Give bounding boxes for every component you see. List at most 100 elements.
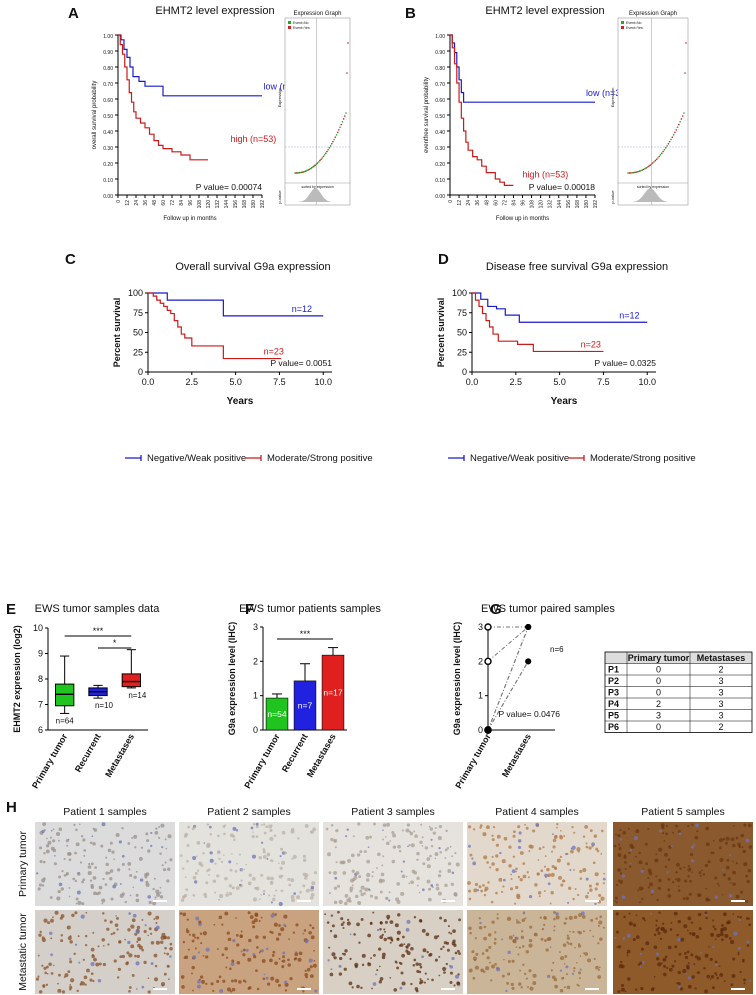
nucleus [506,981,510,985]
legend-label: Moderate/Strong positive [267,453,373,464]
x-axis-label: Years [551,396,578,407]
nucleus [80,914,85,919]
y-tick-label: 50 [457,328,467,338]
nucleus [262,977,266,981]
nucleus [371,870,374,874]
nucleus [693,963,696,966]
nucleus [567,886,572,890]
nucleus [488,961,491,964]
nucleus [482,884,485,887]
nucleus [728,853,731,857]
nucleus [131,918,136,923]
nucleus [498,877,503,882]
nucleus [35,977,39,981]
nucleus [255,969,258,972]
nucleus [238,980,242,984]
nucleus [728,893,733,898]
table-row-label: P4 [608,699,619,709]
nucleus [689,852,694,857]
nucleus [479,824,483,827]
nucleus [141,985,145,989]
nucleus [617,833,621,838]
nucleus [329,929,333,933]
nucleus [685,896,690,901]
nucleus [472,956,477,961]
nucleus [675,862,680,867]
nucleus [109,920,113,924]
y-tick-label: 0.30 [435,146,445,152]
nucleus [714,895,718,899]
nucleus [635,935,640,939]
nucleus [698,912,702,917]
nucleus [330,914,334,917]
nucleus [686,950,690,954]
n-label: n=64 [56,716,75,725]
nucleus [472,828,476,831]
nucleus [346,921,351,926]
table-header: Primary tumor [628,653,690,663]
nucleus [42,984,46,988]
nucleus [396,966,400,970]
nucleus [430,844,434,848]
nucleus [571,845,576,850]
nucleus [396,882,400,886]
nucleus [44,971,47,975]
nucleus [584,952,589,956]
nucleus [715,974,718,976]
nucleus [288,883,292,887]
nucleus [370,957,372,959]
nucleus [545,948,549,952]
inset-title: Expression Graph [629,11,677,17]
nucleus [383,937,387,942]
nucleus [100,844,104,848]
nucleus [434,827,437,829]
nucleus [657,962,662,967]
nucleus [650,912,653,915]
nucleus [98,885,103,890]
nucleus [552,838,557,843]
nucleus [676,877,681,882]
inset-dot [635,171,637,174]
nucleus [670,922,673,924]
nucleus [367,933,372,938]
x-tick-label: 7.5 [273,377,286,387]
nucleus [60,934,64,937]
nucleus [262,850,266,854]
nucleus [45,983,49,986]
nucleus [442,966,447,972]
y-tick-label: 0.00 [103,194,113,200]
nucleus [710,974,715,979]
nucleus [494,962,497,966]
p-value: P value= 0.0476 [498,709,560,719]
nucleus [642,961,645,964]
nucleus [360,918,364,921]
nucleus [581,915,586,919]
nucleus [705,842,710,847]
nucleus [39,846,43,850]
nucleus [124,900,127,904]
nucleus [655,924,658,927]
nucleus [709,978,712,980]
nucleus [704,953,709,958]
nucleus [510,982,514,987]
inset-legend-swatch [621,26,624,29]
nucleus [532,829,536,833]
nucleus [187,825,190,829]
nucleus [483,855,488,860]
nucleus [571,972,575,975]
nucleus [685,964,690,969]
nucleus [195,916,200,921]
inset-dot [644,167,646,170]
y-tick-label: 100 [128,288,143,298]
inset-dot [667,142,670,145]
survival-curve [450,34,595,103]
nucleus [289,976,293,981]
nucleus [664,852,668,857]
nucleus [485,966,490,971]
nucleus [163,952,166,955]
nucleus [282,959,286,963]
nucleus [475,952,479,956]
nucleus [63,976,66,978]
nucleus [202,852,205,855]
nucleus [574,946,576,949]
